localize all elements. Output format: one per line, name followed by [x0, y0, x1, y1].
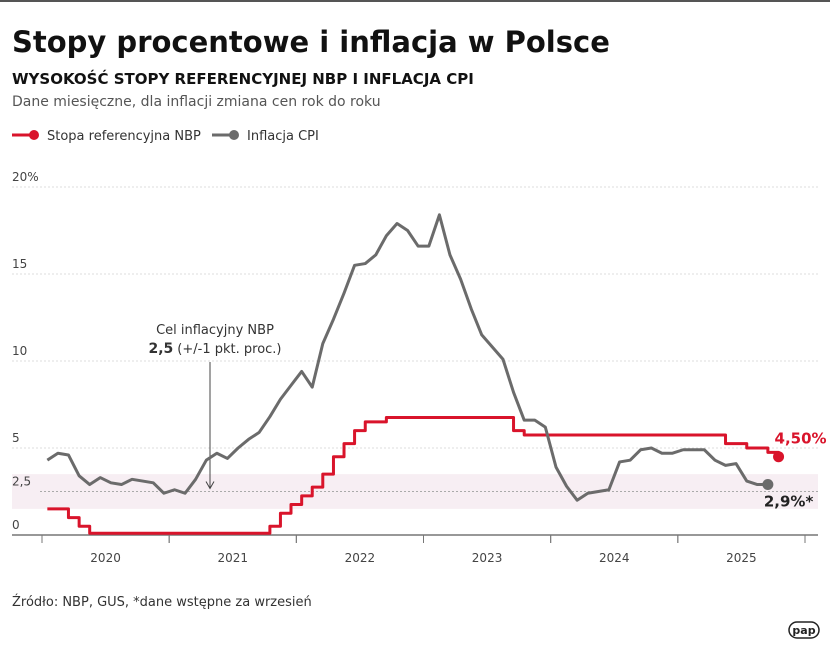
- x-tick-label: 2020: [90, 551, 121, 565]
- x-tick-label: 2022: [345, 551, 376, 565]
- end-dot: [762, 479, 774, 491]
- y-tick-label: 2,5: [12, 475, 31, 489]
- annotation-arrowhead: [205, 481, 215, 490]
- source: Źródło: NBP, GUS, *dane wstępne za wrzes…: [12, 594, 312, 610]
- annotation-line1: Cel inflacyjny NBP: [156, 323, 274, 338]
- legend-dot: [229, 130, 239, 140]
- end-dot: [773, 451, 785, 463]
- target-band: [12, 474, 818, 509]
- top-rule: [0, 0, 830, 2]
- chart-title: Stopy procentowe i inflacja w Polsce: [12, 25, 610, 59]
- y-tick-label: 0: [12, 518, 20, 532]
- logo: pap: [792, 624, 815, 637]
- y-tick-label: 10: [12, 344, 27, 358]
- logo-frame: [788, 621, 820, 639]
- legend-label: Inflacja CPI: [247, 129, 319, 144]
- x-tick-label: 2021: [217, 551, 248, 565]
- legend-dot: [29, 130, 39, 140]
- chart-note: Dane miesięczne, dla inflacji zmiana cen…: [12, 94, 381, 110]
- annotation: 2,5 (+/-1 pkt. proc.): [148, 341, 281, 357]
- series-line: [46, 213, 768, 502]
- annotation-bold: 2,5: [148, 341, 173, 357]
- annotation-rest: (+/-1 pkt. proc.): [177, 342, 281, 357]
- y-tick-label: 5: [12, 431, 20, 445]
- annotation: Cel inflacyjny NBP: [156, 323, 274, 338]
- series-line: [47, 416, 781, 535]
- x-tick-label: 2025: [726, 551, 757, 565]
- legend-label: Stopa referencyjna NBP: [47, 129, 201, 144]
- value-label: 2,9%*: [764, 493, 814, 511]
- chart-subtitle: WYSOKOŚĆ STOPY REFERENCYJNEJ NBP I INFLA…: [12, 69, 474, 88]
- y-tick-label: 15: [12, 257, 27, 271]
- value-label: 4,50%: [775, 430, 827, 448]
- x-tick-label: 2023: [472, 551, 503, 565]
- x-tick-label: 2024: [599, 551, 630, 565]
- y-tick-label: 20%: [12, 170, 39, 184]
